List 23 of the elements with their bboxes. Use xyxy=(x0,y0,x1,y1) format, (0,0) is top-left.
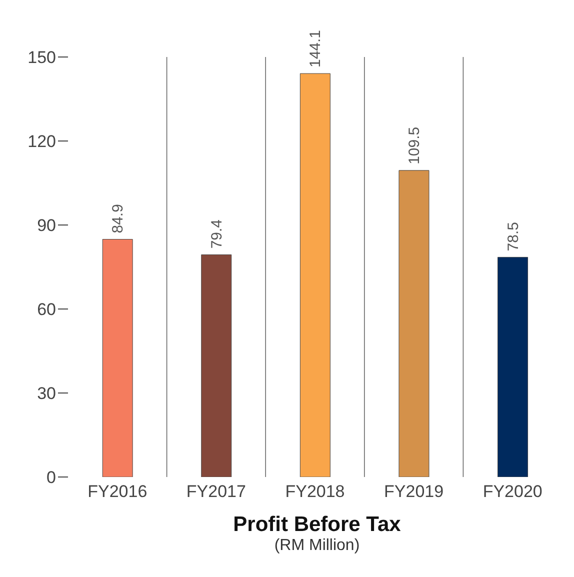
y-tick-label: 90 xyxy=(37,216,56,236)
data-label: 79.4 xyxy=(208,219,226,249)
bar xyxy=(300,73,330,477)
bar xyxy=(102,239,133,477)
text: (RM Million) xyxy=(273,537,361,555)
bar xyxy=(398,170,430,477)
data-label: 78.5 xyxy=(504,222,522,252)
x-tick-label: FY2017 xyxy=(186,482,246,502)
y-tick-label: 0 xyxy=(46,468,56,488)
x-tick-label: FY2016 xyxy=(88,482,148,502)
bar xyxy=(498,256,528,477)
bar xyxy=(201,254,232,477)
x-tick-label: FY2020 xyxy=(482,482,542,502)
y-tick-label: 150 xyxy=(28,48,56,68)
data-label: 109.5 xyxy=(406,126,423,164)
y-tick-label: 120 xyxy=(28,132,56,152)
data-label: 144.1 xyxy=(307,30,324,68)
data-label: 84.9 xyxy=(110,204,127,234)
y-tick-label: 60 xyxy=(37,300,56,320)
text: Profit Before Tax xyxy=(232,513,402,537)
x-tick-label: FY2019 xyxy=(384,482,444,502)
y-tick-label: 30 xyxy=(37,384,56,404)
x-tick-label: FY2018 xyxy=(285,482,345,502)
